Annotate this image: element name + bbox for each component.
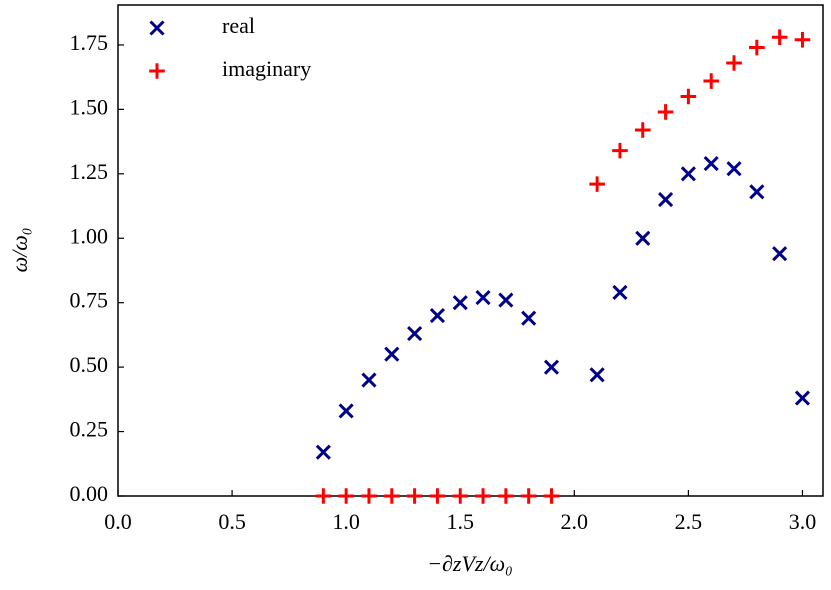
marker-imaginary — [361, 488, 377, 504]
x-tick-label: 2.0 — [561, 509, 589, 534]
marker-real — [543, 359, 560, 375]
marker-real — [521, 310, 537, 326]
x-tick-label: 3.0 — [789, 509, 817, 534]
marker-real — [475, 289, 491, 306]
plot-frame — [117, 4, 824, 497]
marker-real — [794, 390, 811, 406]
marker-real — [361, 372, 377, 388]
y-tick-label: 1.25 — [70, 159, 109, 184]
marker-real — [635, 230, 651, 246]
y-tick-label: 0.75 — [70, 288, 109, 313]
marker-real — [429, 308, 445, 324]
x-tick-label: 1.5 — [446, 509, 474, 534]
marker-imaginary — [475, 488, 491, 504]
marker-real — [680, 166, 696, 182]
marker-imaginary — [543, 488, 560, 504]
marker-real — [407, 326, 423, 342]
marker-real — [338, 403, 354, 419]
marker-imaginary — [657, 104, 674, 120]
x-tick-label: 0.5 — [218, 509, 246, 534]
marker-imaginary — [429, 488, 446, 504]
x-axis-label: −∂zVz/ω₀ — [427, 551, 513, 576]
marker-imaginary — [794, 31, 811, 48]
marker-imaginary — [771, 29, 788, 46]
x-tick-label: 2.5 — [675, 509, 703, 534]
marker-real — [315, 444, 331, 460]
y-tick-label: 0.25 — [70, 417, 109, 442]
x-tick-label: 0.0 — [104, 509, 132, 534]
marker-real — [726, 161, 742, 177]
marker-imaginary — [680, 88, 697, 105]
marker-imaginary — [383, 488, 400, 504]
x-tick-label: 1.0 — [332, 509, 360, 534]
marker-imaginary — [406, 488, 423, 504]
marker-real — [703, 155, 719, 172]
marker-imaginary — [634, 122, 651, 138]
marker-imaginary — [315, 488, 332, 504]
marker-real — [589, 367, 605, 383]
marker-imaginary — [749, 39, 765, 56]
marker-real — [612, 284, 628, 300]
legend-marker — [149, 63, 165, 79]
marker-imaginary — [589, 176, 605, 192]
legend-label: imaginary — [222, 56, 311, 81]
marker-imaginary — [726, 55, 742, 71]
marker-imaginary — [612, 142, 628, 159]
marker-real — [658, 192, 674, 208]
y-tick-label: 1.50 — [70, 94, 109, 119]
marker-imaginary — [452, 488, 469, 504]
y-axis-label: ω/ω₀ — [7, 228, 32, 273]
y-tick-label: 0.50 — [70, 352, 109, 377]
marker-imaginary — [703, 73, 720, 89]
marker-imaginary — [498, 488, 514, 504]
marker-real — [452, 295, 468, 311]
marker-real — [384, 346, 400, 362]
y-tick-label: 0.00 — [70, 481, 109, 506]
y-tick-label: 1.75 — [70, 30, 109, 55]
y-tick-label: 1.00 — [70, 223, 109, 248]
marker-real — [772, 246, 788, 262]
marker-imaginary — [520, 488, 537, 504]
marker-real — [498, 292, 514, 308]
legend-marker — [149, 20, 165, 36]
marker-real — [749, 184, 765, 200]
marker-imaginary — [338, 488, 354, 504]
legend-label: real — [222, 13, 255, 38]
